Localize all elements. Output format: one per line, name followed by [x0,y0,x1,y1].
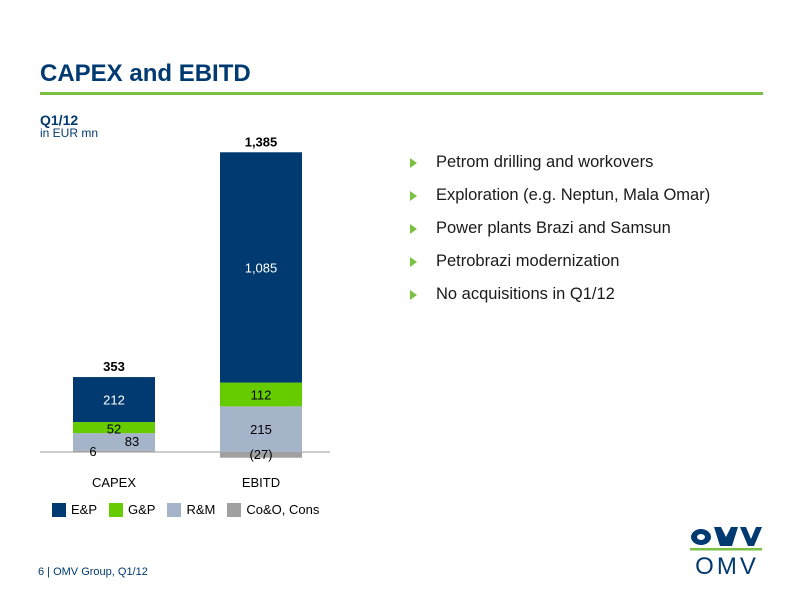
total-label-capex: 353 [103,359,125,374]
legend-item-coo: Co&O, Cons [227,502,319,517]
bar-segment-capex-2 [73,433,155,451]
chart-period: Q1/12 [40,112,79,128]
logo-wordmark: OMV [695,553,759,580]
bullet-text: Exploration (e.g. Neptun, Mala Omar) [436,186,711,204]
data-label-ebitd-0: 1,085 [245,260,278,275]
chart-legend: E&P G&P R&M Co&O, Cons [52,502,331,517]
bullet-arrow-icon [410,191,417,201]
bullet-arrow-icon [410,290,417,300]
bar-segment-capex-0 [73,377,155,423]
legend-label-coo: Co&O, Cons [246,502,320,517]
legend-label-gp: G&P [128,502,156,517]
bullet-text: No acquisitions in Q1/12 [436,285,615,303]
data-label-ebitd-2: 215 [250,422,272,437]
total-label-ebitd: 1,385 [245,134,278,149]
bullet-text: Petrom drilling and workovers [436,153,654,171]
legend-label-rm: R&M [186,502,216,517]
bullet-arrow-icon [410,257,417,267]
title-divider [40,92,763,95]
bar-segment-ebitd-0 [220,152,302,383]
legend-swatch-rm [167,502,182,517]
legend-item-rm: R&M [167,502,215,517]
legend-item-gp: G&P [109,502,155,517]
bullet-item: Petrom drilling and workovers [410,150,710,183]
legend-swatch-coo [227,502,242,517]
bullet-item: Exploration (e.g. Neptun, Mala Omar) [410,183,710,216]
bullet-text: Power plants Brazi and Samsun [436,219,671,237]
legend-label-ep: E&P [71,502,98,517]
data-label-capex-1: 52 [107,422,121,437]
data-label-ebitd-1: 112 [251,387,272,402]
bar-segment-capex-3 [73,450,155,452]
data-label-ebitd-3: (27) [249,447,272,462]
bullet-arrow-icon [410,158,417,168]
bar-segment-ebitd-2 [220,406,302,452]
category-label-capex: CAPEX [92,475,136,490]
chart-unit: in EUR mn [40,126,99,140]
legend-swatch-gp [109,502,124,517]
footer-text: 6 | OMV Group, Q1/12 [38,566,148,578]
bullet-list: Petrom drilling and workovers Exploratio… [410,150,710,315]
data-label-capex-0: 212 [103,393,125,408]
bullet-item: Power plants Brazi and Samsun [410,216,710,249]
category-label-ebitd: EBITD [242,475,280,490]
bar-segment-ebitd-1 [220,382,302,407]
bar-segment-capex-1 [73,422,155,434]
bullet-item: Petrobrazi modernization [410,249,710,282]
data-label-capex-3: 6 [89,444,96,459]
legend-item-ep: E&P [52,502,97,517]
data-label-capex-2: 83 [125,434,139,449]
bar-segment-ebitd-3 [220,452,302,458]
bullet-item: No acquisitions in Q1/12 [410,282,710,315]
bullet-arrow-icon [410,224,417,234]
omv-logo-icon [690,527,762,551]
legend-swatch-ep [52,502,66,517]
bullet-text: Petrobrazi modernization [436,252,620,270]
page-title: CAPEX and EBITD [40,60,251,87]
